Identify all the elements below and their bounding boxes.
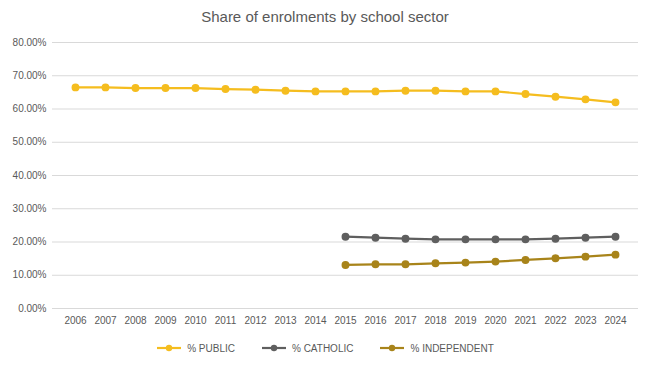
html-text:Share of enrolments by school: Share of enrolments by school sector — [201, 8, 449, 25]
svg-text:40.00%: 40.00% — [13, 170, 47, 181]
svg-text:2014: 2014 — [304, 315, 327, 326]
svg-text:2018: 2018 — [424, 315, 447, 326]
svg-text:2009: 2009 — [154, 315, 177, 326]
svg-text:2021: 2021 — [514, 315, 537, 326]
svg-text:2022: 2022 — [544, 315, 567, 326]
svg-text:2019: 2019 — [454, 315, 477, 326]
svg-text:2012: 2012 — [244, 315, 267, 326]
svg-text:0.00%: 0.00% — [18, 303, 46, 314]
svg-text:2006: 2006 — [64, 315, 87, 326]
svg-text:2011: 2011 — [215, 315, 237, 326]
html-text:% CATHOLIC: % CATHOLIC — [292, 342, 354, 354]
svg-text:2010: 2010 — [184, 315, 207, 326]
svg-text:50.00%: 50.00% — [13, 136, 47, 147]
svg-text:2024: 2024 — [604, 315, 627, 326]
svg-text:2008: 2008 — [124, 315, 147, 326]
svg-text:30.00%: 30.00% — [13, 203, 47, 214]
svg-text:70.00%: 70.00% — [13, 70, 47, 81]
svg-text:10.00%: 10.00% — [13, 269, 47, 280]
svg-text:2017: 2017 — [394, 315, 417, 326]
svg-text:2016: 2016 — [364, 315, 387, 326]
svg-text:2007: 2007 — [94, 315, 117, 326]
svg-text:2013: 2013 — [274, 315, 297, 326]
svg-text:20.00%: 20.00% — [13, 236, 47, 247]
svg-text:60.00%: 60.00% — [13, 103, 47, 114]
svg-text:80.00%: 80.00% — [13, 37, 47, 48]
html-text:% INDEPENDENT: % INDEPENDENT — [410, 342, 494, 354]
html-text:% PUBLIC: % PUBLIC — [187, 342, 235, 354]
svg-text:2023: 2023 — [574, 315, 597, 326]
svg-text:2020: 2020 — [484, 315, 507, 326]
svg-text:2015: 2015 — [334, 315, 357, 326]
